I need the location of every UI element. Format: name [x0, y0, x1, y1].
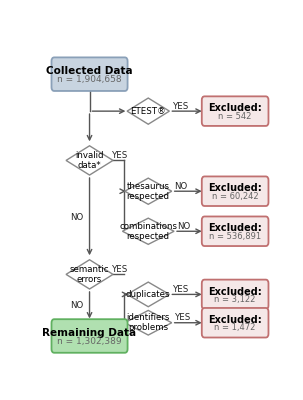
Text: Excluded:: Excluded:: [208, 103, 262, 113]
Text: NO: NO: [70, 302, 83, 310]
FancyBboxPatch shape: [202, 176, 268, 206]
Text: n = 542: n = 542: [218, 112, 252, 120]
Polygon shape: [66, 260, 113, 289]
Polygon shape: [127, 98, 169, 124]
Polygon shape: [125, 178, 172, 204]
Text: YES: YES: [175, 313, 191, 322]
Text: Excluded:: Excluded:: [208, 223, 262, 233]
Text: duplicates: duplicates: [126, 290, 171, 299]
FancyBboxPatch shape: [52, 57, 128, 91]
Text: Remaining Data: Remaining Data: [42, 328, 137, 338]
Text: Collected Data: Collected Data: [46, 66, 133, 76]
Text: thesaurus
respected: thesaurus respected: [127, 182, 170, 201]
FancyBboxPatch shape: [202, 280, 268, 309]
Text: YES: YES: [173, 102, 189, 111]
Text: identifiers
problems: identifiers problems: [127, 313, 170, 332]
Text: n = 1,472: n = 1,472: [215, 323, 256, 332]
Text: Excluded:: Excluded:: [208, 315, 262, 325]
Text: semantic
errors: semantic errors: [70, 265, 109, 284]
Text: NO: NO: [175, 182, 188, 191]
Text: n = 1,302,389: n = 1,302,389: [57, 337, 122, 346]
FancyBboxPatch shape: [202, 96, 268, 126]
Text: YES: YES: [112, 151, 128, 160]
FancyBboxPatch shape: [202, 216, 268, 246]
Polygon shape: [66, 146, 113, 175]
Polygon shape: [122, 218, 174, 244]
Text: NO: NO: [177, 222, 190, 231]
Text: n = 3,122: n = 3,122: [215, 295, 256, 304]
Text: n = 1,904,658: n = 1,904,658: [57, 76, 122, 84]
Text: ETEST®: ETEST®: [130, 107, 166, 116]
Text: n = 536,891: n = 536,891: [209, 232, 261, 241]
Text: Excluded:: Excluded:: [208, 183, 262, 193]
Text: combinations
respected: combinations respected: [119, 222, 177, 241]
FancyBboxPatch shape: [202, 308, 268, 338]
Polygon shape: [127, 282, 169, 307]
Text: YES: YES: [112, 265, 128, 274]
Text: Excluded:: Excluded:: [208, 286, 262, 296]
FancyBboxPatch shape: [52, 319, 128, 353]
Text: YES: YES: [173, 285, 189, 294]
Text: n = 60,242: n = 60,242: [212, 192, 258, 200]
Text: invalid
data*: invalid data*: [75, 151, 104, 170]
Text: NO: NO: [70, 213, 83, 222]
Polygon shape: [125, 310, 172, 335]
